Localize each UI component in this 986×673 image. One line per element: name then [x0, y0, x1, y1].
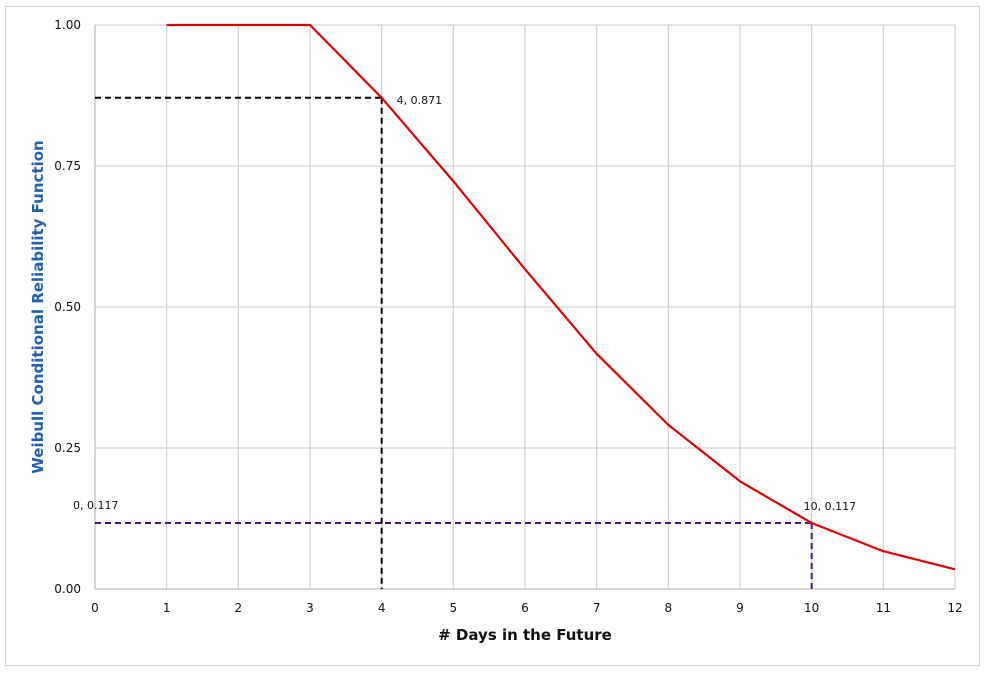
y-tick-label: 0.75	[54, 159, 81, 173]
data-label: 10, 0.117	[804, 500, 856, 513]
x-tick-label: 2	[235, 601, 243, 615]
x-tick-label: 8	[665, 601, 673, 615]
y-tick-label: 0.50	[54, 300, 81, 314]
data-label: 0, 0.117	[73, 499, 118, 512]
x-axis-label: # Days in the Future	[438, 626, 612, 644]
x-tick-label: 5	[450, 601, 458, 615]
x-tick-label: 0	[91, 601, 99, 615]
x-tick-label: 9	[736, 601, 744, 615]
reliability-curve	[166, 23, 956, 571]
x-tick-label: 12	[947, 601, 962, 615]
x-tick-label: 3	[306, 601, 314, 615]
y-axis-label: Weibull Conditional Reliability Function	[29, 140, 47, 473]
x-tick-label: 1	[163, 601, 171, 615]
data-label: 4, 0.871	[397, 94, 442, 107]
y-tick-label: 0.25	[54, 441, 81, 455]
data-series	[166, 23, 956, 571]
y-tick-label: 0.00	[54, 582, 81, 596]
x-tick-label: 4	[378, 601, 386, 615]
x-tick-label: 11	[876, 601, 891, 615]
tick-labels: 0 1 2 3 4 5 6 7 8 9 10 11 120.000.250.500.751.00	[54, 18, 962, 615]
annotations: 4, 0.871 0, 0.117 10, 0.117	[73, 94, 856, 513]
x-tick-label: 6	[521, 601, 529, 615]
x-tick-label: 7	[593, 601, 601, 615]
gridlines	[95, 24, 956, 589]
x-tick-label: 10	[804, 601, 819, 615]
chart-frame	[5, 6, 980, 666]
y-tick-label: 1.00	[54, 18, 81, 32]
reference-lines	[95, 96, 813, 589]
